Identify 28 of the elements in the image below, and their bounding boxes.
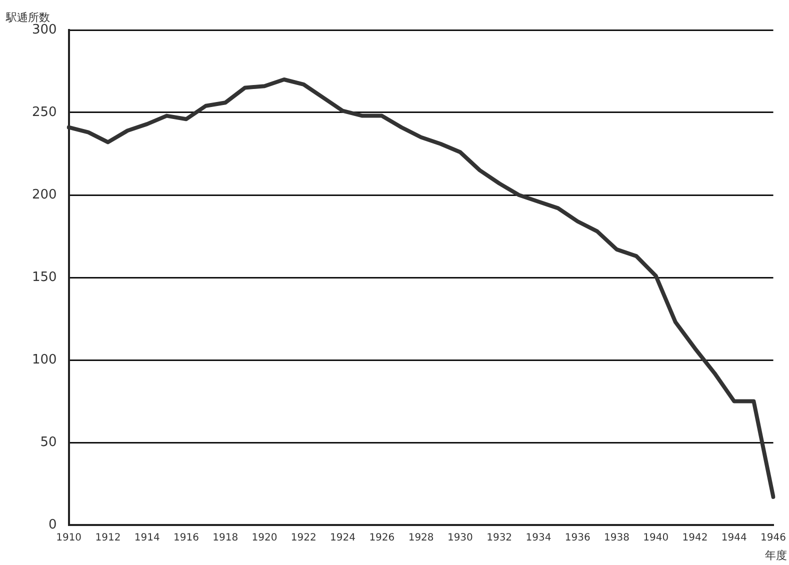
- y-tick-label: 300: [32, 22, 57, 38]
- x-tick-label: 1914: [134, 532, 160, 544]
- x-tick-label: 1922: [290, 532, 316, 544]
- x-tick-label: 1920: [252, 532, 278, 544]
- x-tick-label: 1912: [95, 532, 121, 544]
- x-tick-label: 1932: [486, 532, 512, 544]
- x-tick-label: 1938: [604, 532, 630, 544]
- x-tick-label: 1910: [56, 532, 82, 544]
- x-axis-title: 年度: [765, 548, 787, 563]
- y-tick-label: 0: [48, 517, 57, 532]
- x-tick-label: 1934: [526, 532, 552, 544]
- x-tick-label: 1926: [369, 532, 395, 544]
- y-tick-label: 250: [32, 104, 57, 120]
- x-tick-label: 1924: [330, 532, 356, 544]
- x-tick-label: 1936: [564, 532, 590, 544]
- y-tick-label: 100: [32, 352, 57, 368]
- x-tick-label: 1940: [643, 532, 669, 544]
- y-axis-title: 駅逓所数: [6, 10, 50, 24]
- x-tick-label: 1946: [760, 532, 786, 544]
- x-tick-label: 1918: [212, 532, 238, 544]
- x-tick-label: 1930: [447, 532, 473, 544]
- x-tick-label: 1942: [682, 532, 708, 544]
- y-tick-label: 200: [32, 187, 57, 202]
- y-tick-label: 150: [32, 270, 57, 285]
- x-tick-label: 1916: [173, 532, 199, 544]
- x-tick-label: 1928: [408, 532, 434, 544]
- x-tick-label: 1944: [721, 532, 747, 544]
- y-tick-label: 50: [40, 434, 57, 450]
